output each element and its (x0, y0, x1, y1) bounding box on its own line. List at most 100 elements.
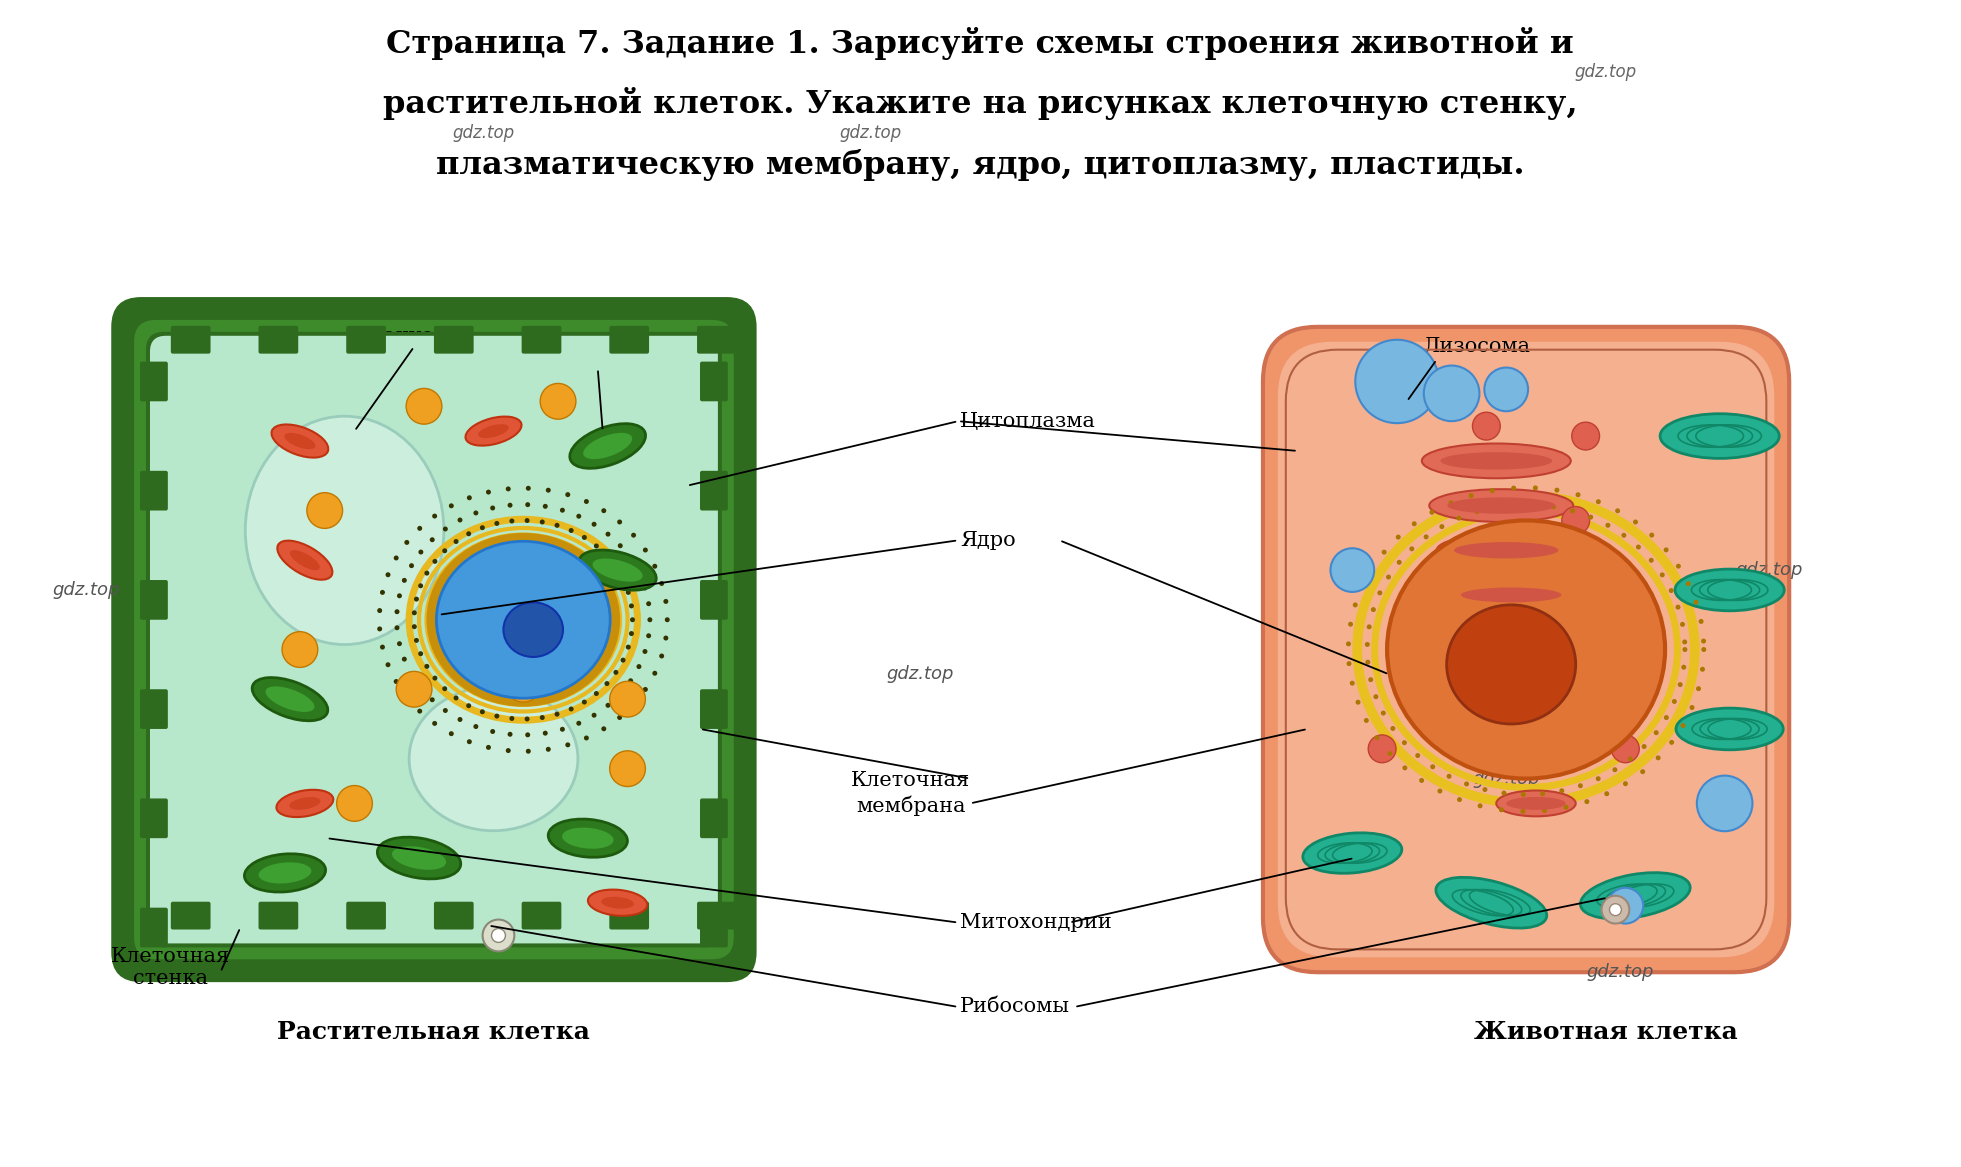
Ellipse shape (377, 837, 461, 879)
Text: Вакуоль: Вакуоль (369, 327, 459, 347)
Circle shape (629, 617, 635, 622)
Circle shape (545, 488, 551, 492)
Circle shape (659, 654, 665, 658)
Circle shape (1410, 546, 1414, 551)
Circle shape (1628, 756, 1634, 761)
FancyBboxPatch shape (133, 320, 733, 959)
Text: Лизосома: Лизосома (1422, 337, 1530, 356)
Circle shape (418, 526, 422, 531)
Ellipse shape (1435, 878, 1547, 928)
Text: gdz.top: gdz.top (53, 581, 120, 599)
Circle shape (1369, 566, 1375, 571)
FancyBboxPatch shape (149, 336, 718, 943)
Circle shape (1563, 805, 1569, 810)
Circle shape (555, 712, 559, 717)
Text: gdz.top: gdz.top (839, 124, 902, 142)
Circle shape (443, 548, 447, 553)
Circle shape (1347, 622, 1353, 627)
Circle shape (1512, 503, 1518, 508)
Circle shape (631, 701, 635, 707)
Text: Клеточная
стенка: Клеточная стенка (112, 946, 229, 987)
FancyBboxPatch shape (433, 902, 475, 929)
Circle shape (457, 517, 463, 523)
Circle shape (1677, 564, 1681, 568)
Circle shape (377, 608, 382, 613)
Circle shape (1353, 602, 1357, 607)
FancyBboxPatch shape (696, 902, 737, 929)
Circle shape (402, 578, 406, 582)
Ellipse shape (288, 797, 320, 810)
FancyBboxPatch shape (1279, 342, 1775, 957)
Circle shape (480, 525, 484, 530)
Text: Животная клетка: Животная клетка (1473, 1020, 1737, 1043)
Circle shape (1575, 492, 1581, 497)
Circle shape (629, 603, 633, 608)
Circle shape (473, 724, 478, 729)
Circle shape (1690, 705, 1694, 710)
Ellipse shape (426, 533, 620, 706)
Circle shape (1634, 519, 1637, 524)
Text: Митохондрии: Митохондрии (961, 913, 1112, 932)
Circle shape (1663, 547, 1669, 552)
Circle shape (506, 487, 510, 491)
Circle shape (1551, 504, 1557, 509)
Circle shape (1363, 718, 1369, 722)
FancyBboxPatch shape (139, 362, 169, 401)
Circle shape (1388, 752, 1392, 756)
Ellipse shape (265, 686, 314, 712)
Circle shape (1390, 726, 1396, 731)
Circle shape (1541, 808, 1547, 813)
Circle shape (418, 651, 424, 656)
Circle shape (1596, 499, 1600, 504)
Circle shape (490, 505, 494, 510)
Circle shape (418, 550, 424, 554)
Circle shape (610, 750, 645, 787)
Ellipse shape (290, 550, 320, 571)
Ellipse shape (478, 424, 508, 438)
Ellipse shape (245, 417, 443, 644)
Circle shape (414, 596, 420, 601)
Circle shape (1683, 640, 1686, 644)
Text: gdz.top: gdz.top (1575, 63, 1637, 81)
Circle shape (626, 589, 631, 595)
FancyBboxPatch shape (139, 470, 169, 510)
Circle shape (1604, 791, 1610, 796)
Circle shape (592, 713, 596, 718)
Circle shape (1584, 799, 1588, 804)
Circle shape (1475, 509, 1479, 515)
Text: gdz.top: gdz.top (1473, 769, 1539, 788)
Ellipse shape (277, 790, 333, 817)
Circle shape (602, 508, 606, 513)
Circle shape (1624, 781, 1628, 787)
Circle shape (1365, 659, 1371, 665)
Circle shape (584, 735, 588, 740)
Circle shape (418, 708, 422, 713)
Ellipse shape (504, 602, 563, 657)
Circle shape (380, 589, 384, 595)
Circle shape (1430, 764, 1435, 769)
Circle shape (1502, 790, 1506, 796)
Circle shape (584, 499, 588, 504)
Circle shape (412, 624, 418, 629)
Circle shape (494, 713, 500, 719)
Circle shape (486, 490, 490, 495)
Ellipse shape (277, 540, 333, 580)
Circle shape (1534, 485, 1537, 490)
Ellipse shape (1302, 833, 1402, 873)
Circle shape (1612, 767, 1618, 773)
Circle shape (433, 676, 437, 680)
FancyBboxPatch shape (139, 580, 169, 620)
Circle shape (1596, 776, 1600, 781)
Circle shape (1561, 506, 1590, 534)
Circle shape (561, 508, 565, 512)
Circle shape (1686, 581, 1690, 586)
Circle shape (1420, 778, 1424, 783)
Circle shape (1473, 412, 1500, 440)
Circle shape (1679, 682, 1683, 687)
Circle shape (414, 638, 420, 643)
Circle shape (1659, 572, 1665, 578)
Circle shape (1681, 724, 1684, 728)
Circle shape (1375, 735, 1379, 740)
Circle shape (394, 555, 398, 560)
Circle shape (1698, 619, 1704, 624)
